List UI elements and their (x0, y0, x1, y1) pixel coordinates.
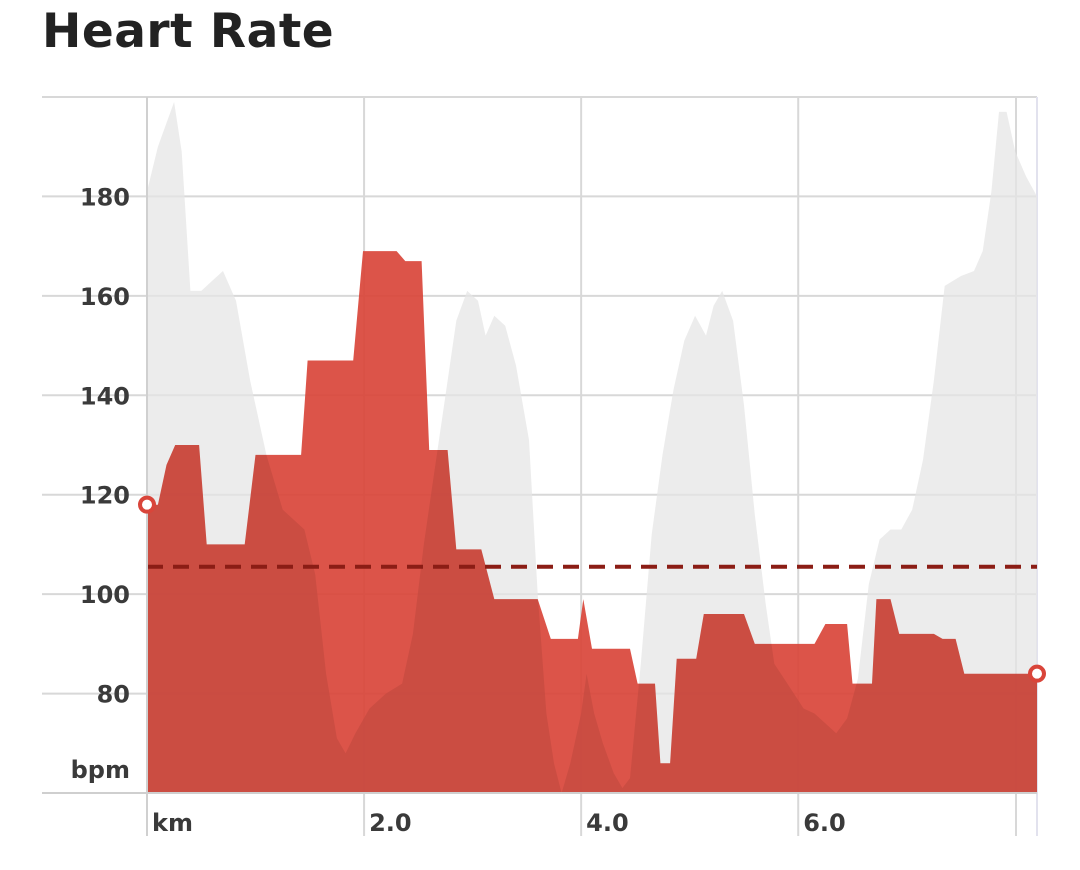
y-tick-label: 100 (80, 581, 130, 609)
y-tick-label: 80 (97, 681, 130, 709)
x-tick-labels: km 2.0 4.0 6.0 (152, 809, 846, 837)
x-tick-label: 2.0 (369, 809, 412, 837)
y-tick-label: 120 (80, 482, 130, 510)
endpoint-markers (138, 495, 1046, 683)
y-tick-label: 180 (80, 183, 130, 211)
heart-rate-area (147, 251, 1037, 794)
end-marker (1028, 664, 1046, 683)
start-marker (138, 495, 156, 514)
y-tick-label: 160 (80, 283, 130, 311)
elevation-overlap-shade (147, 251, 1037, 793)
chart-title: Heart Rate (42, 4, 335, 59)
y-axis-unit-label: bpm (71, 756, 130, 784)
x-axis-unit-label: km (152, 809, 193, 837)
x-tick-label: 6.0 (803, 809, 846, 837)
y-tick-labels: 80 100 120 140 160 180 bpm (71, 183, 130, 784)
heart-rate-area-layer (147, 251, 1037, 794)
y-tick-label: 140 (80, 382, 130, 410)
axis-lines (42, 97, 1037, 836)
x-tick-label: 4.0 (586, 809, 629, 837)
